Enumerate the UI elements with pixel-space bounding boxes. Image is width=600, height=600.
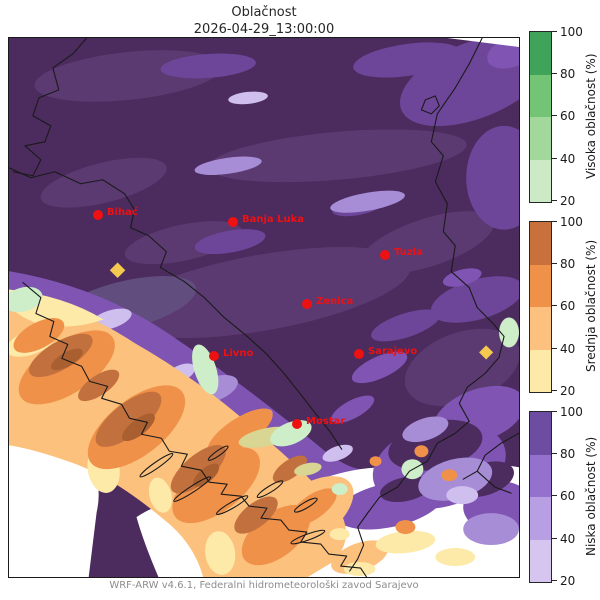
tick-label: 100: [560, 215, 583, 229]
colorbar-segment: [530, 264, 551, 307]
colorbar-axis-label: Niska oblačnost (%): [584, 436, 598, 556]
island-outline: [215, 495, 249, 516]
tick-mark: [552, 453, 557, 455]
island-outline: [139, 452, 174, 478]
city-label: Livno: [223, 348, 254, 359]
figure-datetime: 2026-04-29_13:00:00: [193, 21, 335, 37]
colorbar-segment: [530, 412, 551, 455]
colorbar-srednja: [529, 221, 552, 393]
city-dot: [228, 217, 238, 227]
tick-mark: [552, 538, 557, 540]
island-outline: [256, 480, 284, 499]
city-dot: [93, 210, 103, 220]
border-west: [9, 167, 343, 450]
colorbar-axis-label: Srednja oblačnost (%): [584, 239, 598, 373]
tick-label: 60: [560, 299, 576, 313]
tick-mark: [552, 158, 557, 160]
island-outline: [173, 476, 212, 502]
colorbar-axis-label: Visoka oblačnost (%): [584, 53, 598, 179]
tick-label: 60: [560, 489, 576, 503]
tick-label: 40: [560, 532, 576, 546]
tick-label: 40: [560, 152, 576, 166]
tick-mark: [552, 495, 557, 497]
city-label: Sarajevo: [368, 346, 418, 357]
colorbar-segment: [530, 159, 551, 202]
tick-label: 20: [560, 384, 576, 398]
tick-label: 80: [560, 67, 576, 81]
border-northwest: [12, 38, 88, 177]
city-dot: [209, 351, 219, 361]
attribution-caption: WRF-ARW v4.6.1, Federalni hidrometeorolo…: [109, 580, 419, 591]
city-label: Banja Luka: [242, 214, 305, 225]
map-plot-area: Bihać Banja Luka Tuzla Zenica Livno Sara…: [8, 37, 520, 578]
low-cloud-dark2-layer: [34, 50, 519, 407]
island-outline: [290, 529, 326, 545]
colorbar-visoka: [529, 31, 552, 203]
colorbar-segment: [530, 349, 551, 392]
border-southeast: [462, 432, 519, 494]
tick-mark: [552, 31, 557, 33]
colorbar-segment: [530, 539, 551, 582]
colorbar-niska: [529, 411, 552, 583]
city-dot: [302, 299, 312, 309]
colorbar-segment: [530, 117, 551, 160]
city-label: Bihać: [107, 207, 138, 218]
tick-mark: [552, 580, 557, 582]
figure-title-block: Oblačnost 2026-04-29_13:00:00: [8, 5, 520, 38]
border-enclave: [420, 95, 440, 115]
tick-label: 80: [560, 257, 576, 271]
colorbar-segment: [530, 497, 551, 540]
tick-mark: [552, 263, 557, 265]
city-label: Mostar: [306, 416, 346, 427]
colorbar-segment: [530, 74, 551, 117]
tick-label: 60: [560, 109, 576, 123]
colorbar-segment: [530, 32, 551, 75]
border-east: [349, 38, 505, 572]
tick-mark: [552, 390, 557, 392]
city-dot: [354, 349, 364, 359]
colorbar-segment: [530, 307, 551, 350]
tick-label: 100: [560, 405, 583, 419]
city-dot: [380, 250, 390, 260]
tick-label: 20: [560, 574, 576, 588]
tick-mark: [552, 73, 557, 75]
city-label: Zenica: [316, 296, 354, 307]
high-cloud-green-layer: [9, 286, 519, 496]
cloud-cover-map: [9, 38, 519, 577]
colorbar-segment: [530, 454, 551, 497]
tick-label: 20: [560, 194, 576, 208]
city-dot: [292, 419, 302, 429]
tick-label: 40: [560, 342, 576, 356]
tick-mark: [552, 115, 557, 117]
borders-coastlines: [9, 38, 519, 577]
island-outline: [293, 497, 318, 513]
tick-mark: [552, 411, 557, 413]
figure-title: Oblačnost: [231, 5, 297, 20]
tick-label: 100: [560, 25, 583, 39]
tick-label: 80: [560, 447, 576, 461]
tick-mark: [552, 200, 557, 202]
tick-mark: [552, 348, 557, 350]
colorbar-segment: [530, 222, 551, 265]
island-outline: [207, 445, 229, 461]
tick-mark: [552, 221, 557, 223]
city-label: Tuzla: [394, 247, 423, 258]
orange-spots-layer: [369, 445, 458, 535]
tick-mark: [552, 305, 557, 307]
